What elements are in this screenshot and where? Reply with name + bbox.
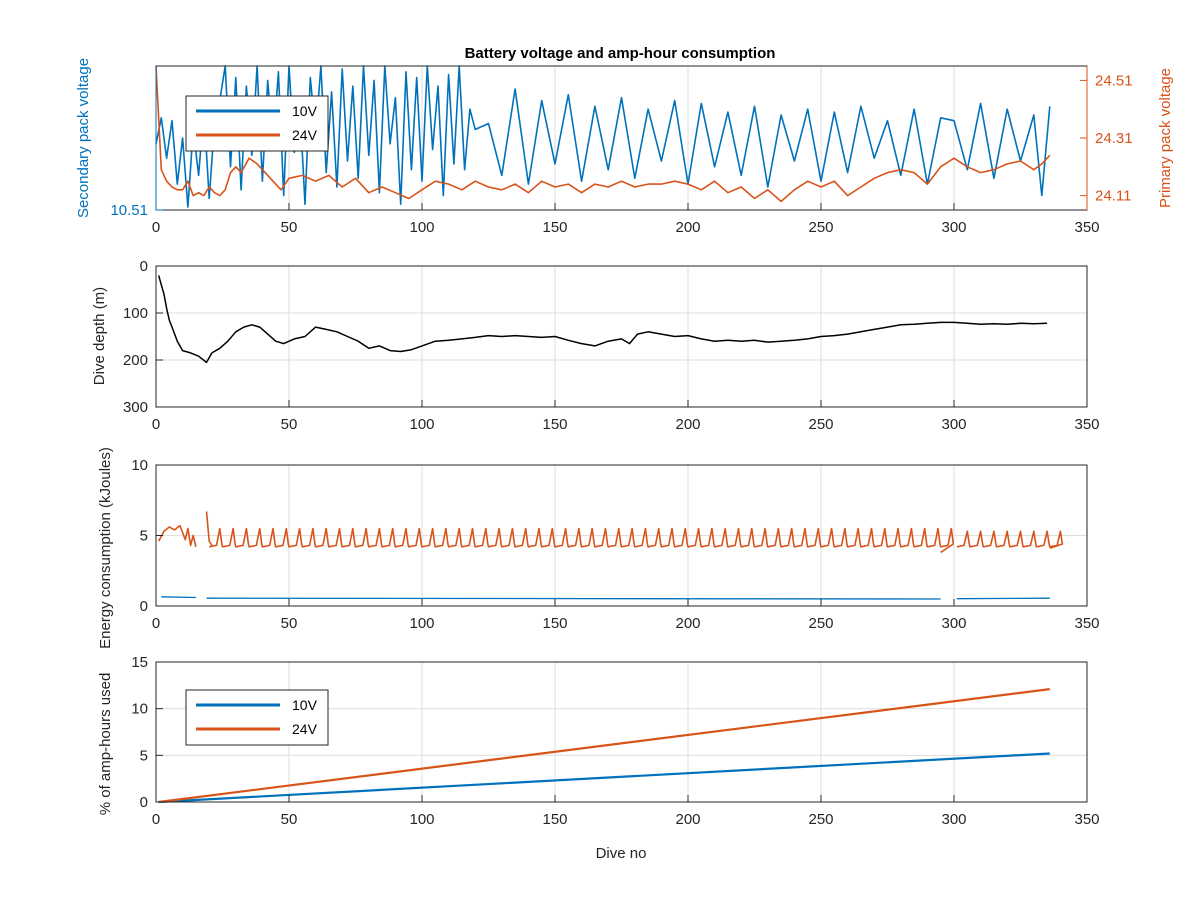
y-tick-label: 10 [131,457,148,474]
voltage-panel: 0 50 100 150 200 250 300 350 10.51 24.11 24.31 24.5… [75,45,1174,236]
depth-axes-box [155,265,1088,408]
amp-hours-series [158,688,1050,804]
x-tick-label: 50 [281,615,298,632]
series-line-10v [158,752,1050,804]
depth-series [157,275,1048,364]
amp-hours-panel: 0 50 100 150 200 250 300 350 0 5 10 15 % of amp-hou… [97,654,1100,862]
x-tick-label: 150 [542,416,567,433]
amp-hours-legend: 10V 24V [185,689,329,746]
y-tick-label: 5 [140,528,148,545]
amp-hours-axes-box [155,661,1088,803]
x-tick-label: 300 [941,811,966,828]
series-segment [956,530,1064,549]
depth-ticks: 0 50 100 150 200 250 300 350 0 100 200 300 [123,258,1100,433]
series-line-24v [155,65,1051,203]
energy-ticks: 0 50 100 150 200 250 300 350 0 5 10 [131,457,1099,632]
x-tick-label: 100 [409,615,434,632]
x-tick-label: 50 [281,416,298,433]
right-y-tick-label: 24.51 [1095,72,1133,89]
secondary-voltage-axis-label: Secondary pack voltage [75,58,92,218]
x-tick-label: 300 [941,615,966,632]
x-tick-label: 250 [808,416,833,433]
legend-24v-label: 24V [292,127,318,143]
x-tick-label: 0 [152,416,160,433]
x-tick-label: 350 [1074,219,1099,236]
x-axis-label: Dive no [596,845,647,862]
x-tick-label: 100 [409,219,434,236]
legend2-10v-label: 10V [292,697,318,713]
y-tick-label: 0 [140,258,148,275]
amp-hours-legend-box [185,689,329,746]
y-tick-label: 0 [140,794,148,811]
x-tick-label: 300 [941,416,966,433]
x-tick-label: 200 [675,416,700,433]
series-segment [206,597,941,600]
series-segment [205,511,213,546]
y-tick-label: 10 [131,701,148,718]
series-line-24v [158,688,1050,804]
y-tick-label: 100 [123,305,148,322]
x-tick-label: 250 [808,219,833,236]
x-tick-label: 250 [808,811,833,828]
series-segment [157,524,197,547]
y-tick-label: 15 [131,654,148,671]
right-y-tick-label: 24.31 [1095,130,1133,147]
voltage-legend-box [185,95,329,152]
x-tick-label: 150 [542,219,567,236]
x-tick-label: 150 [542,811,567,828]
x-tick-label: 250 [808,615,833,632]
x-tick-label: 200 [675,615,700,632]
x-tick-label: 50 [281,219,298,236]
left-y-tick-label: 10.51 [110,202,148,219]
y-tick-label: 0 [140,598,148,615]
series-line [157,275,1048,364]
voltage-legend: 10V 24V [185,95,329,152]
x-tick-label: 300 [941,219,966,236]
depth-panel: 0 50 100 150 200 250 300 350 0 100 200 300 Dive dep… [91,258,1100,433]
y-tick-label: 200 [123,352,148,369]
x-tick-label: 0 [152,615,160,632]
x-tick-label: 350 [1074,615,1099,632]
y-tick-label: 5 [140,747,148,764]
right-y-tick-label: 24.11 [1095,188,1131,205]
x-tick-label: 50 [281,811,298,828]
x-tick-label: 0 [152,219,160,236]
series-segment [161,596,196,599]
x-tick-label: 200 [675,219,700,236]
energy-series [157,511,1064,600]
energy-panel: 0 50 100 150 200 250 300 350 0 5 10 Energy consump… [97,447,1100,649]
voltage-grid [288,66,955,210]
x-tick-label: 350 [1074,811,1099,828]
voltage-ticks: 0 50 100 150 200 250 300 350 10.51 24.11 24.31 24.5… [110,66,1133,236]
x-tick-label: 100 [409,811,434,828]
y-tick-label: 300 [123,399,148,416]
amp-hours-ticks: 0 50 100 150 200 250 300 350 0 5 10 15 [131,654,1099,828]
amp-hours-axis-label: % of amp-hours used [97,673,114,816]
series-segment [209,527,955,554]
legend2-24v-label: 24V [292,721,318,737]
depth-axis-label: Dive depth (m) [91,287,108,385]
voltage-chart-title: Battery voltage and amp-hour consumption [465,45,776,62]
energy-axis-label: Energy consumption (kJoules) [97,447,114,649]
series-segment [956,597,1050,600]
legend-10v-label: 10V [292,103,318,119]
x-tick-label: 0 [152,811,160,828]
x-tick-label: 100 [409,416,434,433]
x-tick-label: 150 [542,615,567,632]
x-tick-label: 200 [675,811,700,828]
x-tick-label: 350 [1074,416,1099,433]
primary-voltage-axis-label: Primary pack voltage [1157,68,1174,208]
